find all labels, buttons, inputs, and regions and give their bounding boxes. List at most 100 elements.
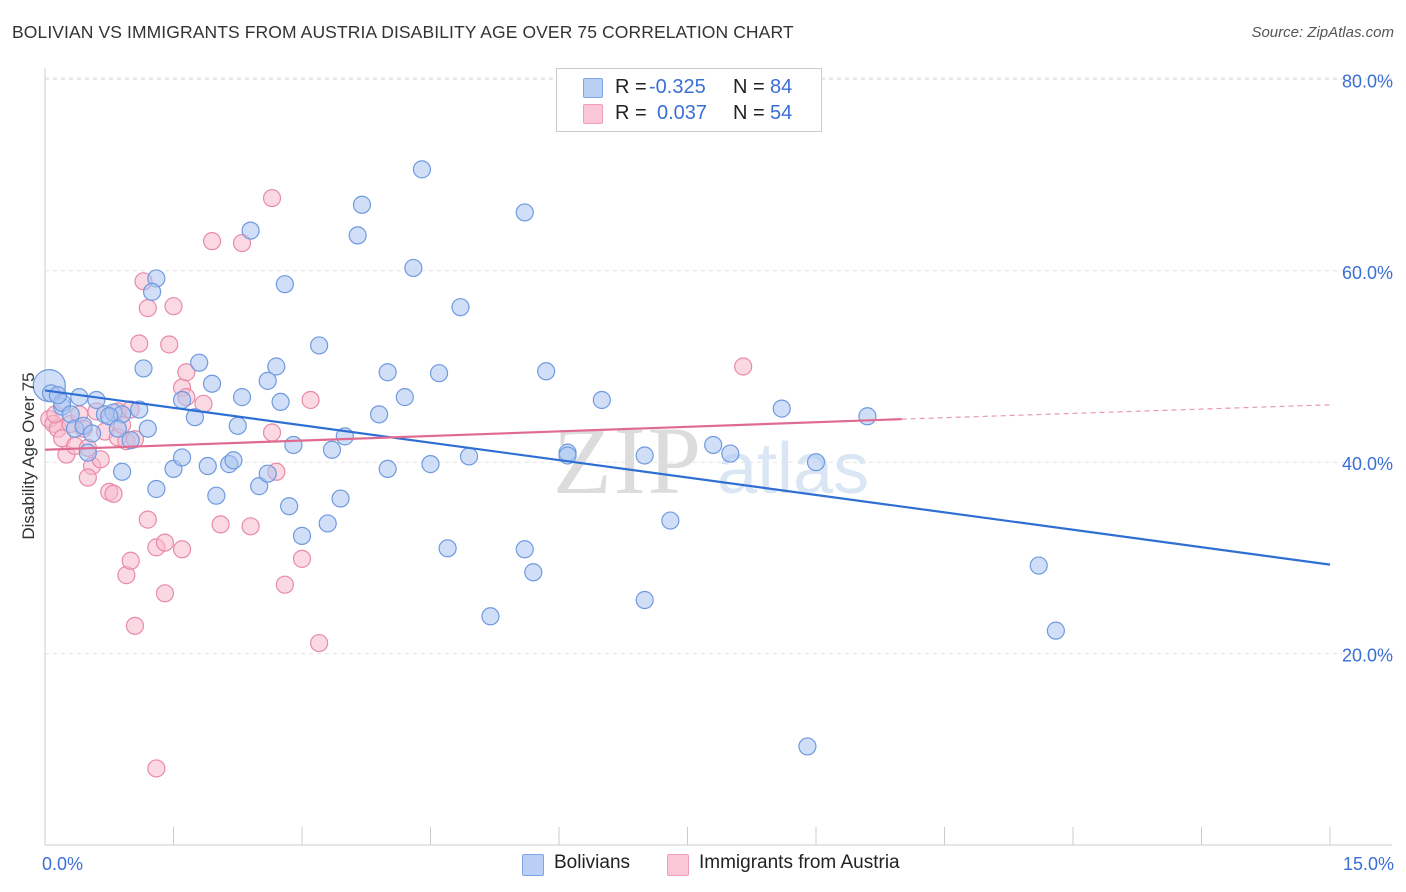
bolivian-point <box>704 435 723 455</box>
bolivian-point <box>147 479 166 499</box>
bolivian-point <box>275 275 294 294</box>
bolivian-point <box>481 607 500 626</box>
bolivian-point <box>378 459 397 478</box>
legend-n-value: 84 <box>770 76 793 98</box>
austria-point <box>262 423 282 442</box>
watermark-zip: ZIP <box>553 407 703 514</box>
bolivian-point <box>250 477 269 496</box>
bolivian-point <box>70 388 89 407</box>
bolivian-point <box>412 160 432 179</box>
trend-lines <box>44 389 1331 566</box>
watermark: ZIP atlas <box>553 407 869 514</box>
bolivian-point <box>421 455 440 474</box>
bolivian-point <box>352 195 372 214</box>
bolivian-point <box>202 374 222 393</box>
tick-labels: 20.0% 40.0% 60.0% 80.0% 0.0% 15.0% <box>42 71 1394 874</box>
bolivian-point <box>228 416 247 435</box>
austria-point <box>232 233 252 253</box>
bolivian-point <box>112 462 132 481</box>
legend-r-label: R = <box>615 76 647 98</box>
legend-r-value: -0.325 <box>649 76 706 98</box>
bolivian-point <box>370 405 389 424</box>
bolivian-point <box>798 737 817 756</box>
bolivian-point <box>241 221 260 240</box>
austria-point <box>301 390 320 410</box>
legend-label-bolivians: Bolivians <box>554 852 631 873</box>
bolivian-point <box>721 444 740 463</box>
y-tick-label: 20.0% <box>1342 646 1393 666</box>
austria-trend-extension <box>901 404 1331 420</box>
legend-n-value: 54 <box>770 102 793 124</box>
bolivian-point <box>100 407 119 426</box>
bolivian-point <box>318 514 337 533</box>
austria-point <box>177 363 196 382</box>
bolivian-point <box>395 388 414 407</box>
austria-point <box>241 517 260 536</box>
bolivian-point <box>108 419 127 438</box>
bolivian-point <box>207 486 226 505</box>
bolivian-point <box>284 435 303 455</box>
austria-point <box>78 468 97 487</box>
bolivian-point <box>190 353 209 372</box>
austria-point <box>147 759 166 778</box>
bolivian-point <box>172 390 192 410</box>
austria-point <box>130 334 149 353</box>
x-tick-label: 15.0% <box>1343 854 1394 874</box>
bolivian-point <box>592 390 611 410</box>
bolivian-point <box>438 539 457 558</box>
bolivian-point <box>524 563 543 582</box>
austria-point <box>172 540 192 559</box>
bolivian-point <box>515 203 534 222</box>
legend-label-austria: Immigrants from Austria <box>699 852 900 873</box>
bolivian-point <box>459 447 479 466</box>
stats-legend: R = -0.325 N = 84 R = 0.037 N = 54 <box>556 68 822 132</box>
austria-point <box>125 616 145 635</box>
bolivian-point <box>661 511 680 530</box>
austria-point <box>138 299 157 318</box>
legend-swatch-blue <box>583 78 603 98</box>
bolivian-point <box>1046 621 1065 640</box>
bolivian-point <box>772 399 791 418</box>
bolivian-point <box>134 359 153 378</box>
bolivian-point <box>280 497 299 516</box>
y-tick-label: 80.0% <box>1342 71 1393 91</box>
austria-point <box>104 484 123 503</box>
bolivian-point <box>635 590 654 610</box>
legend-swatch-pink <box>667 854 689 876</box>
bolivian-point <box>121 431 140 450</box>
axes <box>44 68 1392 846</box>
bolivian-point <box>635 446 654 465</box>
bolivian-point <box>378 363 397 382</box>
bolivian-point <box>83 424 102 443</box>
austria-trend-line <box>44 418 902 451</box>
bolivian-point <box>224 451 243 470</box>
bolivian-point <box>404 258 423 278</box>
austria-point <box>155 533 175 552</box>
bolivian-point <box>130 400 149 419</box>
bolivian-point <box>322 440 342 459</box>
source-label: Source: ZipAtlas.com <box>1251 24 1394 41</box>
legend-n-label: N = <box>733 102 765 124</box>
bolivian-point <box>258 464 277 483</box>
bolivian-point <box>292 526 312 545</box>
legend-n-label: N = <box>733 76 765 98</box>
bolivian-point <box>429 364 449 383</box>
bolivian-point <box>348 226 367 245</box>
bolivian-point <box>78 443 97 462</box>
y-tick-label: 40.0% <box>1342 454 1393 474</box>
bolivian-point <box>451 298 470 317</box>
bolivian-point <box>858 407 877 426</box>
austria-point <box>160 335 179 354</box>
bolivian-point <box>267 357 286 376</box>
bolivian-point <box>310 336 329 355</box>
bolivian-point <box>198 456 217 476</box>
bolivian-point <box>258 371 277 390</box>
austria-point <box>202 232 222 251</box>
gridlines <box>45 77 1392 655</box>
chart-title: BOLIVIAN VS IMMIGRANTS FROM AUSTRIA DISA… <box>12 22 794 42</box>
austria-point <box>121 551 140 570</box>
bolivian-point <box>806 453 826 472</box>
austria-point <box>155 584 175 603</box>
bolivian-point <box>185 408 205 427</box>
